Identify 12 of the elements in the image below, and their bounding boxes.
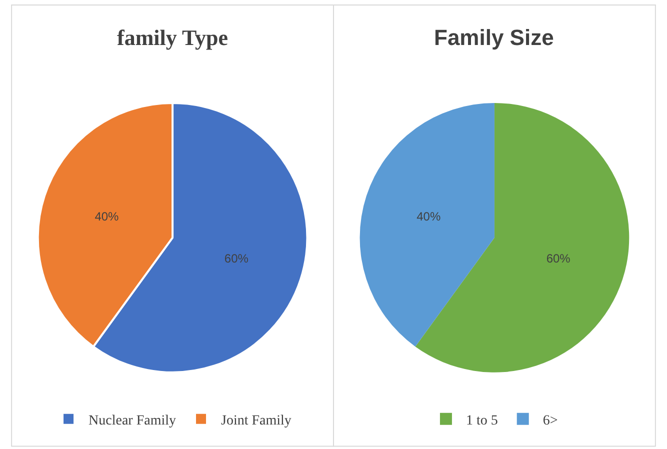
data-label: 40% <box>94 209 120 224</box>
pie-slice <box>415 102 630 372</box>
data-label: 60% <box>546 251 571 266</box>
chart-title: family Type <box>117 25 228 50</box>
legend-label: Joint Family <box>221 413 292 428</box>
data-label: 60% <box>224 251 249 266</box>
pie-slice <box>360 102 494 347</box>
legend-label: 1 to 5 <box>466 413 498 428</box>
legend-label: 6> <box>542 413 558 428</box>
chart-title: Family Size <box>434 25 554 50</box>
legend-label: Nuclear Family <box>88 413 176 428</box>
data-label: 40% <box>416 209 441 224</box>
